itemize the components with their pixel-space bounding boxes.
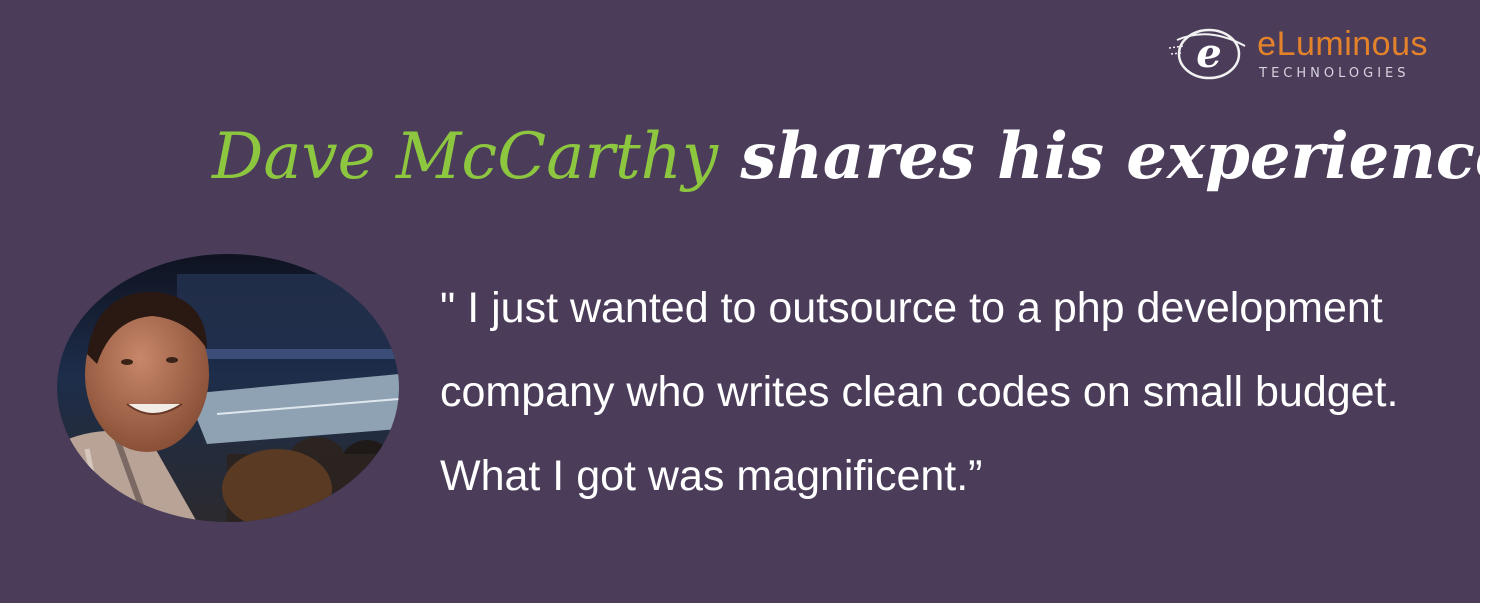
- company-logo: e eLuminous TECHNOLOGIES: [1169, 20, 1428, 86]
- logo-brand: eLuminous: [1257, 24, 1428, 63]
- logo-mark-letter: e: [1196, 30, 1221, 77]
- quote-line-3: What I got was magnificent.”: [440, 452, 983, 500]
- headline: Dave McCarthy shares his experience: [212, 112, 1480, 203]
- testimonial-quote: " I just wanted to outsource to a php de…: [440, 266, 1450, 518]
- logo-tagline: TECHNOLOGIES: [1259, 65, 1410, 81]
- customer-photo: [57, 254, 399, 522]
- quote-line-1: " I just wanted to outsource to a php de…: [440, 284, 1383, 332]
- logo-e-icon: e: [1169, 20, 1249, 86]
- quote-line-2: company who writes clean codes on small …: [440, 368, 1399, 416]
- customer-name: Dave McCarthy: [212, 120, 719, 194]
- logo-text: eLuminous TECHNOLOGIES: [1257, 27, 1428, 80]
- headline-rest: shares his experience: [718, 119, 1480, 194]
